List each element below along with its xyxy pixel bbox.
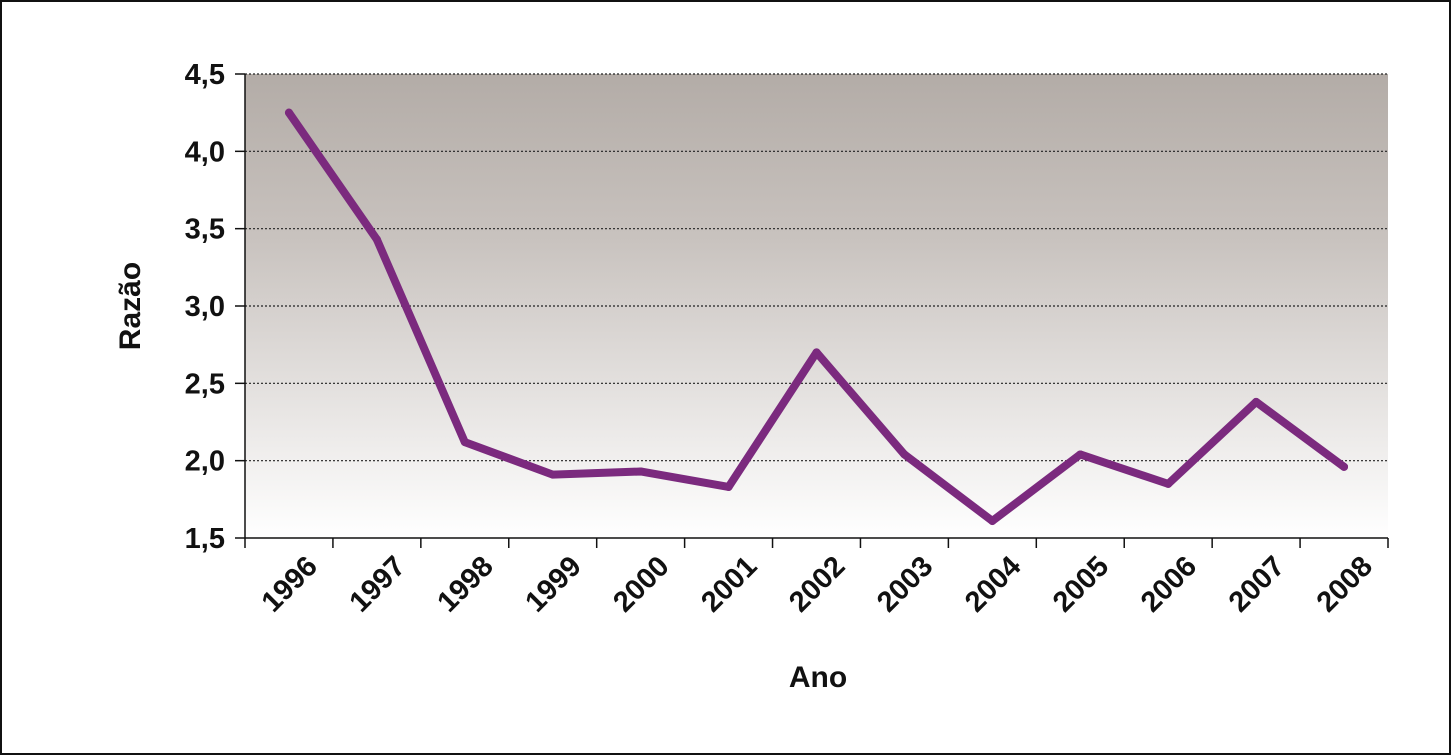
x-tick-label: 1997	[344, 550, 412, 618]
data-point	[1076, 450, 1085, 459]
data-point	[372, 235, 381, 244]
y-tick-label: 3,5	[185, 214, 225, 246]
data-point	[812, 348, 821, 357]
x-axis-title: Ano	[789, 661, 847, 694]
x-tick-label: 1996	[256, 550, 324, 618]
x-tick-label: 1999	[519, 550, 587, 618]
x-tick-label: 2006	[1135, 550, 1203, 618]
data-point	[460, 438, 469, 447]
x-tick-label: 2007	[1223, 550, 1291, 618]
data-point	[724, 482, 733, 491]
y-tick-label: 2,5	[185, 368, 225, 400]
y-tick-label: 3,0	[185, 291, 225, 323]
x-tick-label: 1998	[432, 550, 500, 618]
data-point	[988, 516, 997, 525]
x-tick-label: 2001	[695, 550, 763, 618]
y-axis-title: Razão	[114, 262, 147, 350]
y-tick-label: 4,0	[185, 136, 225, 168]
data-point	[1164, 479, 1173, 488]
y-tick-label: 1,5	[185, 523, 225, 555]
data-point	[548, 470, 557, 479]
y-axis: 1,5 2,0 2,5 3,0 3,5 4,0 4,5	[185, 59, 246, 555]
x-tick-label: 2002	[783, 550, 851, 618]
y-tick-label: 2,0	[185, 446, 225, 478]
x-tick-label: 2004	[959, 550, 1027, 618]
data-point	[900, 450, 909, 459]
y-tick-label: 4,5	[185, 59, 225, 91]
data-point	[284, 108, 293, 117]
x-tick-label: 2000	[607, 550, 675, 618]
x-axis: 1996 1997 1998 1999 2000 2001 2002 2003 2004 2005…	[244, 537, 1389, 619]
x-tick-label: 2005	[1047, 550, 1115, 618]
points-layer	[284, 108, 1349, 525]
plot-area	[245, 74, 1388, 538]
data-point	[636, 467, 645, 476]
x-tick-label: 2008	[1311, 550, 1379, 618]
data-point	[1252, 397, 1261, 406]
x-tick-label: 2003	[871, 550, 939, 618]
data-point	[1340, 462, 1349, 471]
